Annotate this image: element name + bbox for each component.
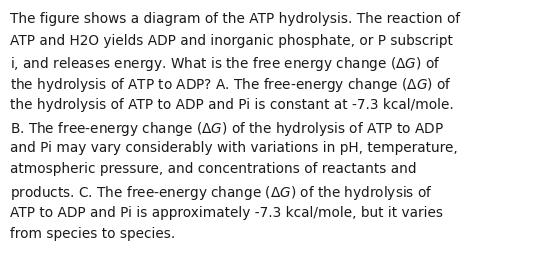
Text: the hydrolysis of ATP to ADP and Pi is constant at -7.3 kcal/mole.: the hydrolysis of ATP to ADP and Pi is c… xyxy=(10,98,454,112)
Text: The figure shows a diagram of the ATP hydrolysis. The reaction of: The figure shows a diagram of the ATP hy… xyxy=(10,12,460,26)
Text: ATP to ADP and Pi is approximately -7.3 kcal/mole, but it varies: ATP to ADP and Pi is approximately -7.3 … xyxy=(10,206,443,220)
Text: ATP and H2O yields ADP and inorganic phosphate, or P subscript: ATP and H2O yields ADP and inorganic pho… xyxy=(10,33,453,48)
Text: atmospheric pressure, and concentrations of reactants and: atmospheric pressure, and concentrations… xyxy=(10,162,416,177)
Text: the hydrolysis of ATP to ADP? A. The free-energy change ($\Delta G$) of: the hydrolysis of ATP to ADP? A. The fre… xyxy=(10,76,452,94)
Text: from species to species.: from species to species. xyxy=(10,227,175,241)
Text: and Pi may vary considerably with variations in pH, temperature,: and Pi may vary considerably with variat… xyxy=(10,141,458,155)
Text: i, and releases energy. What is the free energy change ($\Delta G$) of: i, and releases energy. What is the free… xyxy=(10,55,440,73)
Text: B. The free-energy change ($\Delta G$) of the hydrolysis of ATP to ADP: B. The free-energy change ($\Delta G$) o… xyxy=(10,119,444,138)
Text: products. C. The free-energy change ($\Delta G$) of the hydrolysis of: products. C. The free-energy change ($\D… xyxy=(10,184,432,202)
